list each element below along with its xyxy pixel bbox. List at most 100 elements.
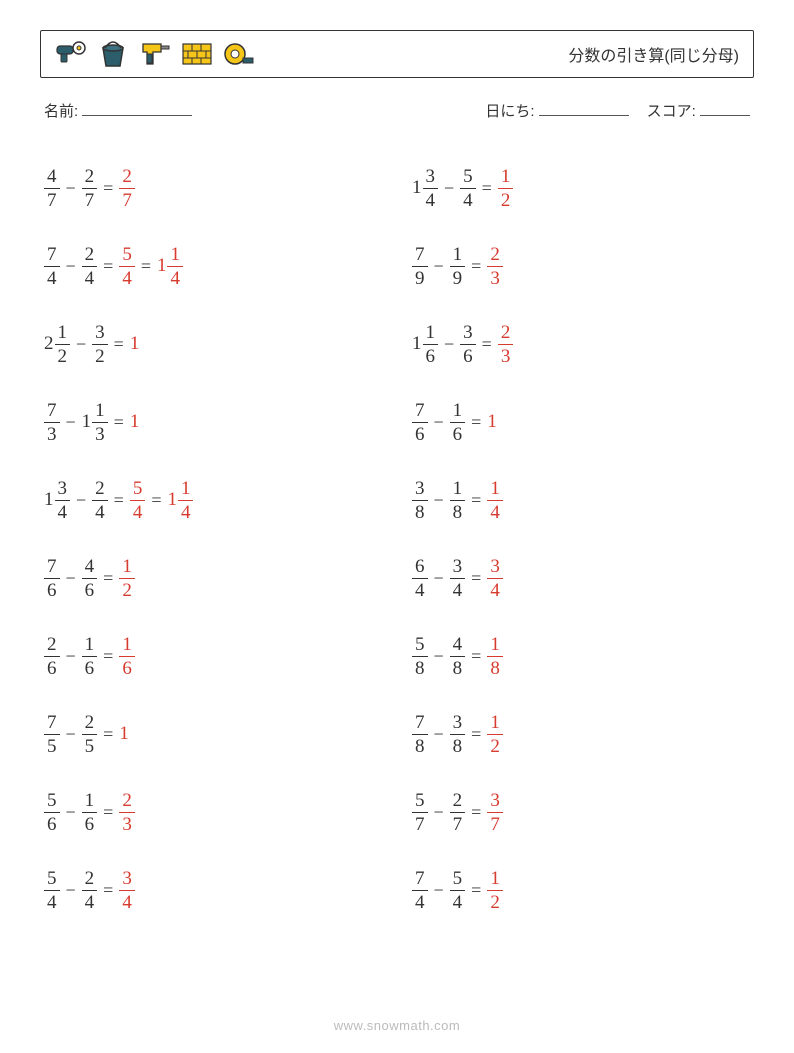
fraction: 23 — [119, 791, 135, 834]
fraction: 58 — [412, 635, 428, 678]
fraction: 14 — [178, 479, 194, 522]
mixed-number: 113 — [82, 401, 108, 444]
problem-row: 26−16=16 — [44, 617, 382, 695]
fraction: 54 — [130, 479, 146, 522]
fraction: 34 — [450, 557, 466, 600]
fraction: 37 — [487, 791, 503, 834]
equals-sign: = — [471, 880, 481, 901]
problem-row: 38−18=14 — [412, 461, 750, 539]
fraction: 76 — [412, 401, 428, 444]
problem-row: 47−27=27 — [44, 149, 382, 227]
score-field: スコア: — [647, 100, 750, 121]
problem-row: 73−113=1 — [44, 383, 382, 461]
fraction: 23 — [498, 323, 514, 366]
fraction: 64 — [412, 557, 428, 600]
fraction: 16 — [82, 791, 98, 834]
fraction: 13 — [92, 401, 108, 444]
score-label: スコア: — [647, 103, 696, 120]
minus-sign: − — [66, 568, 76, 589]
minus-sign: − — [66, 724, 76, 745]
minus-sign: − — [444, 334, 454, 355]
fraction: 16 — [82, 635, 98, 678]
answer-whole: 1 — [130, 411, 140, 433]
equals-sign: = — [471, 490, 481, 511]
fraction: 16 — [450, 401, 466, 444]
equals-sign: = — [471, 802, 481, 823]
fraction: 12 — [119, 557, 135, 600]
minus-sign: − — [66, 880, 76, 901]
equals-sign: = — [103, 880, 113, 901]
minus-sign: − — [76, 490, 86, 511]
name-field: 名前: — [44, 100, 192, 121]
equals-sign: = — [471, 568, 481, 589]
equals-sign: = — [103, 178, 113, 199]
worksheet-page: 分数の引き算(同じ分母) 名前: 日にち: スコア: 47−27=2774−24… — [0, 0, 794, 949]
mixed-number: 212 — [44, 323, 70, 366]
minus-sign: − — [434, 412, 444, 433]
equals-sign: = — [114, 490, 124, 511]
problem-row: 76−46=12 — [44, 539, 382, 617]
fraction: 76 — [44, 557, 60, 600]
equals-sign: = — [114, 334, 124, 355]
fraction: 73 — [44, 401, 60, 444]
name-blank[interactable] — [82, 101, 192, 116]
problem-row: 116−36=23 — [412, 305, 750, 383]
mixed-number: 116 — [412, 323, 438, 366]
mixed-number: 114 — [157, 245, 183, 288]
answer-whole: 1 — [487, 411, 497, 433]
equals-sign: = — [482, 178, 492, 199]
problem-row: 134−24=54=114 — [44, 461, 382, 539]
minus-sign: − — [66, 178, 76, 199]
problem-row: 79−19=23 — [412, 227, 750, 305]
equals-sign: = — [103, 802, 113, 823]
fraction: 75 — [44, 713, 60, 756]
fraction: 56 — [44, 791, 60, 834]
name-label: 名前: — [44, 103, 78, 120]
equals-sign: = — [141, 256, 151, 277]
equals-sign: = — [471, 256, 481, 277]
fraction: 27 — [450, 791, 466, 834]
fraction: 18 — [487, 635, 503, 678]
fraction: 24 — [92, 479, 108, 522]
problem-row: 57−27=37 — [412, 773, 750, 851]
equals-sign: = — [114, 412, 124, 433]
score-blank[interactable] — [700, 101, 750, 116]
fraction: 74 — [412, 869, 428, 912]
mixed-number: 134 — [412, 167, 438, 210]
fraction: 79 — [412, 245, 428, 288]
fraction: 54 — [450, 869, 466, 912]
bricks-icon — [181, 38, 213, 70]
equals-sign: = — [471, 646, 481, 667]
info-row: 名前: 日にち: スコア: — [44, 100, 750, 121]
date-blank[interactable] — [539, 101, 629, 116]
equals-sign: = — [471, 412, 481, 433]
fraction: 34 — [487, 557, 503, 600]
date-label: 日にち: — [485, 103, 534, 120]
fraction: 16 — [119, 635, 135, 678]
minus-sign: − — [66, 256, 76, 277]
fraction: 54 — [460, 167, 476, 210]
minus-sign: − — [434, 880, 444, 901]
fraction: 12 — [487, 869, 503, 912]
answer-whole: 1 — [130, 333, 140, 355]
header-box: 分数の引き算(同じ分母) — [40, 30, 754, 78]
fraction: 12 — [487, 713, 503, 756]
fraction: 12 — [498, 167, 514, 210]
problem-row: 74−24=54=114 — [44, 227, 382, 305]
fraction: 34 — [423, 167, 439, 210]
footer-text: www.snowmath.com — [334, 1018, 460, 1033]
mixed-number: 114 — [167, 479, 193, 522]
fraction: 47 — [44, 167, 60, 210]
problem-row: 56−16= 23 — [44, 773, 382, 851]
problem-row: 78−38=12 — [412, 695, 750, 773]
fraction: 46 — [82, 557, 98, 600]
problem-row: 75−25=1 — [44, 695, 382, 773]
fraction: 54 — [119, 245, 135, 288]
tool-icons — [55, 38, 255, 70]
bucket-icon — [97, 38, 129, 70]
equals-sign: = — [482, 334, 492, 355]
problem-row: 54−24=34 — [44, 851, 382, 929]
minus-sign: − — [66, 802, 76, 823]
fraction: 57 — [412, 791, 428, 834]
column-left: 47−27=2774−24=54=114212−32=173−113=1134−… — [44, 149, 382, 929]
